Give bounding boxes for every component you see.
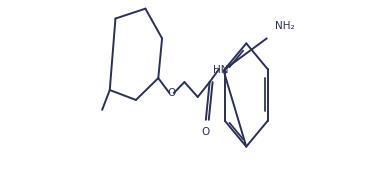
Text: O: O (201, 127, 210, 137)
Text: HN: HN (213, 65, 229, 75)
Text: NH₂: NH₂ (275, 21, 295, 31)
Text: O: O (168, 88, 176, 98)
